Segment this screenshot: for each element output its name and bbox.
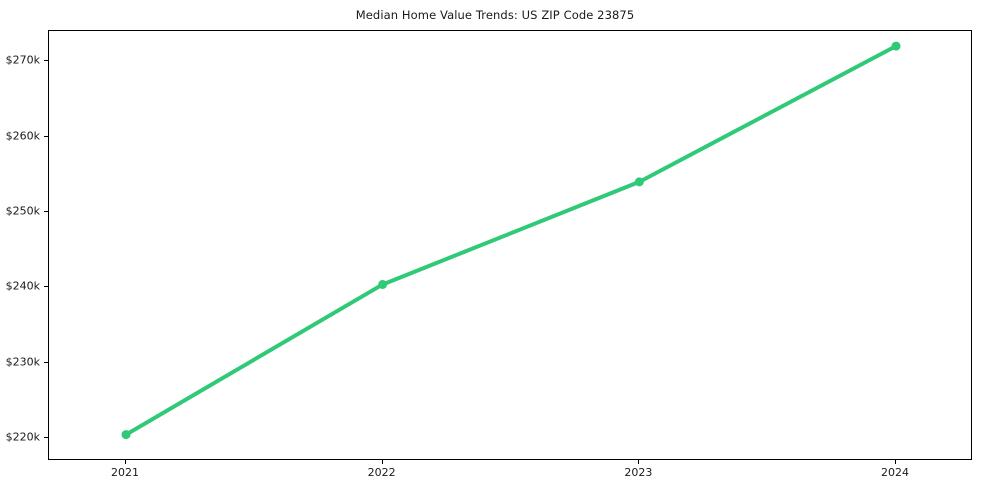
data-point-marker (891, 41, 901, 51)
x-axis-tick-mark (381, 460, 383, 464)
y-axis-tick-mark (44, 60, 48, 62)
plot-area (48, 30, 972, 460)
data-point-marker (121, 430, 131, 440)
y-axis-tick-mark (44, 211, 48, 213)
x-axis-tick-mark (638, 460, 640, 464)
data-line-median-home-value (124, 44, 898, 437)
y-axis-tick-label: $240k (5, 279, 40, 293)
x-axis-tick-label: 2021 (111, 466, 139, 479)
x-axis-tick-mark (895, 460, 896, 464)
y-axis-tick-mark (44, 361, 48, 363)
line-chart-svg (121, 41, 901, 440)
y-axis-tick-label: $260k (5, 129, 40, 143)
data-point-marker (634, 177, 644, 187)
y-axis-tick-label: $270k (5, 53, 40, 67)
y-axis-tick-label: $250k (5, 204, 40, 218)
data-point-marker (378, 279, 388, 289)
chart-title: Median Home Value Trends: US ZIP Code 23… (355, 8, 635, 22)
y-axis-tick-label: $220k (5, 430, 40, 444)
x-axis-tick-mark (125, 460, 126, 464)
x-axis-tick-label: 2022 (367, 466, 396, 479)
y-axis-tick-mark (44, 437, 48, 439)
y-axis-tick-mark (44, 286, 48, 288)
x-axis-tick-label: 2023 (624, 466, 653, 479)
data-markers (121, 41, 901, 440)
y-axis-tick-mark (44, 135, 48, 137)
y-axis-tick-label: $230k (5, 355, 40, 369)
x-axis-tick-label: 2024 (881, 466, 909, 479)
